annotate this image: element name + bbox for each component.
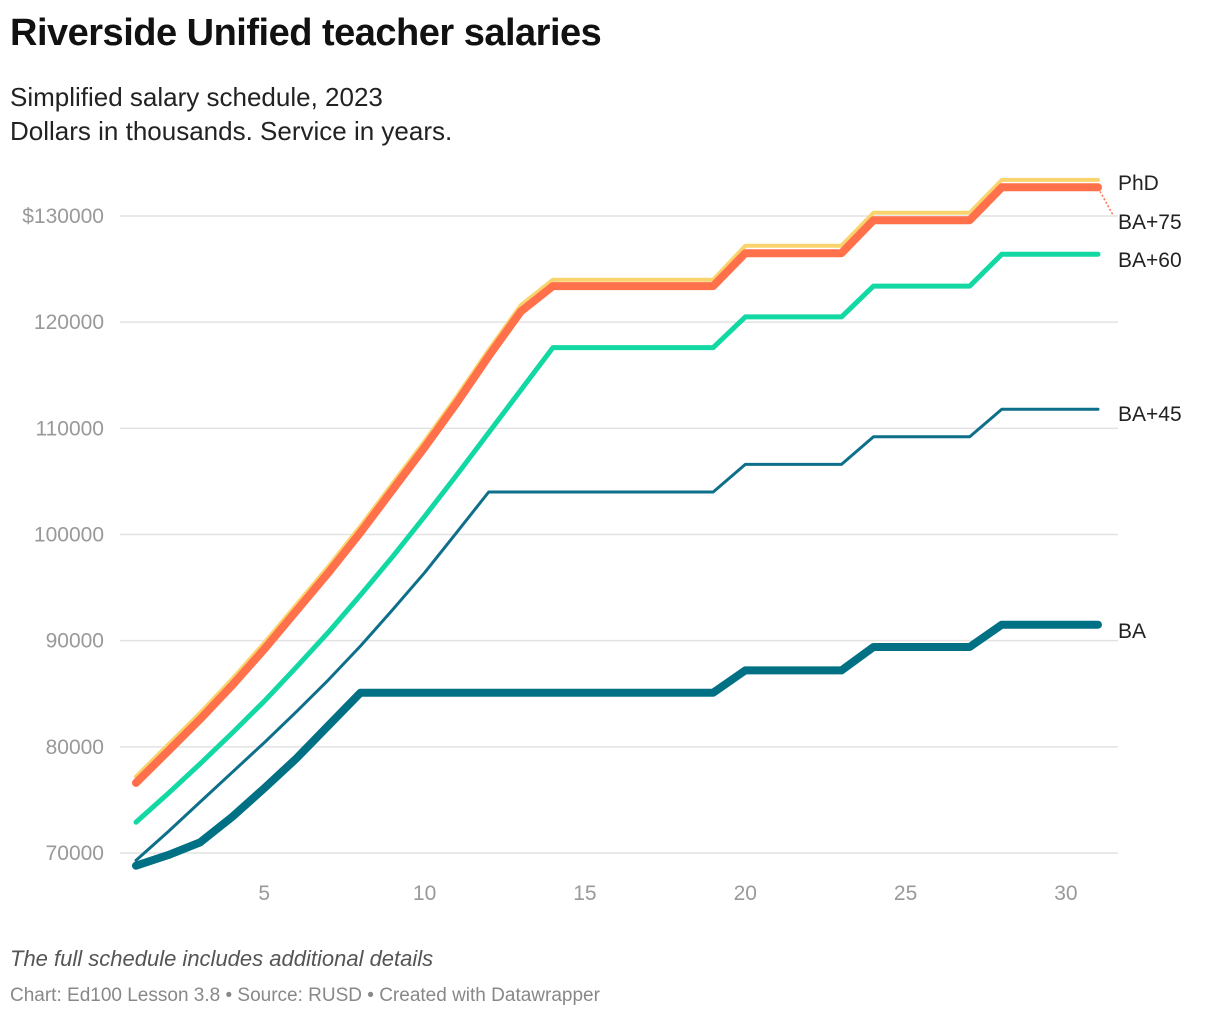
footnote: The full schedule includes additional de… [10,946,434,971]
source-credit: Chart: Ed100 Lesson 3.8 • Source: RUSD •… [10,985,600,1006]
x-tick-label: 30 [1054,882,1077,905]
y-tick-label: 120000 [34,311,104,334]
series-line-baplus45 [134,407,1100,862]
series-line-baplus75 [132,183,1102,787]
y-axis-ticks: 70000 80000 90000 100000 110000 120000 $130000 [22,205,104,865]
x-axis-ticks: 5 10 15 20 25 30 [258,882,1077,905]
chart-units-note: Dollars in thousands. Service in years. [10,116,453,146]
x-tick-label: 15 [573,882,596,905]
chart-subtitle: Simplified salary schedule, 2023 [10,82,383,112]
series-line-ba [132,620,1102,870]
y-tick-label: 100000 [34,524,104,547]
y-tick-label: 70000 [46,842,104,865]
chart-title: Riverside Unified teacher salaries [10,12,602,54]
x-tick-label: 5 [258,882,270,905]
gridlines [120,215,1118,854]
x-tick-label: 25 [894,882,917,905]
y-tick-label: 80000 [46,736,104,759]
series-label: BA+60 [1118,249,1182,272]
series-label: PhD [1118,172,1159,195]
x-tick-label: 10 [413,882,436,905]
series-label: BA+45 [1118,403,1182,426]
series-lines [132,177,1102,870]
y-tick-label: 110000 [35,417,104,440]
label-leader-line [1099,190,1114,216]
series-line-baplus60 [133,251,1101,825]
y-tick-label: $130000 [22,205,104,228]
series-labels: PhD BA+75 BA+60 BA+45 BA [1099,172,1182,643]
series-label: BA [1118,620,1146,643]
series-label: BA+75 [1118,211,1182,234]
y-tick-label: 90000 [46,630,104,653]
x-tick-label: 20 [734,882,757,905]
line-chart: 70000 80000 90000 100000 110000 120000 $130000… [22,172,1182,905]
